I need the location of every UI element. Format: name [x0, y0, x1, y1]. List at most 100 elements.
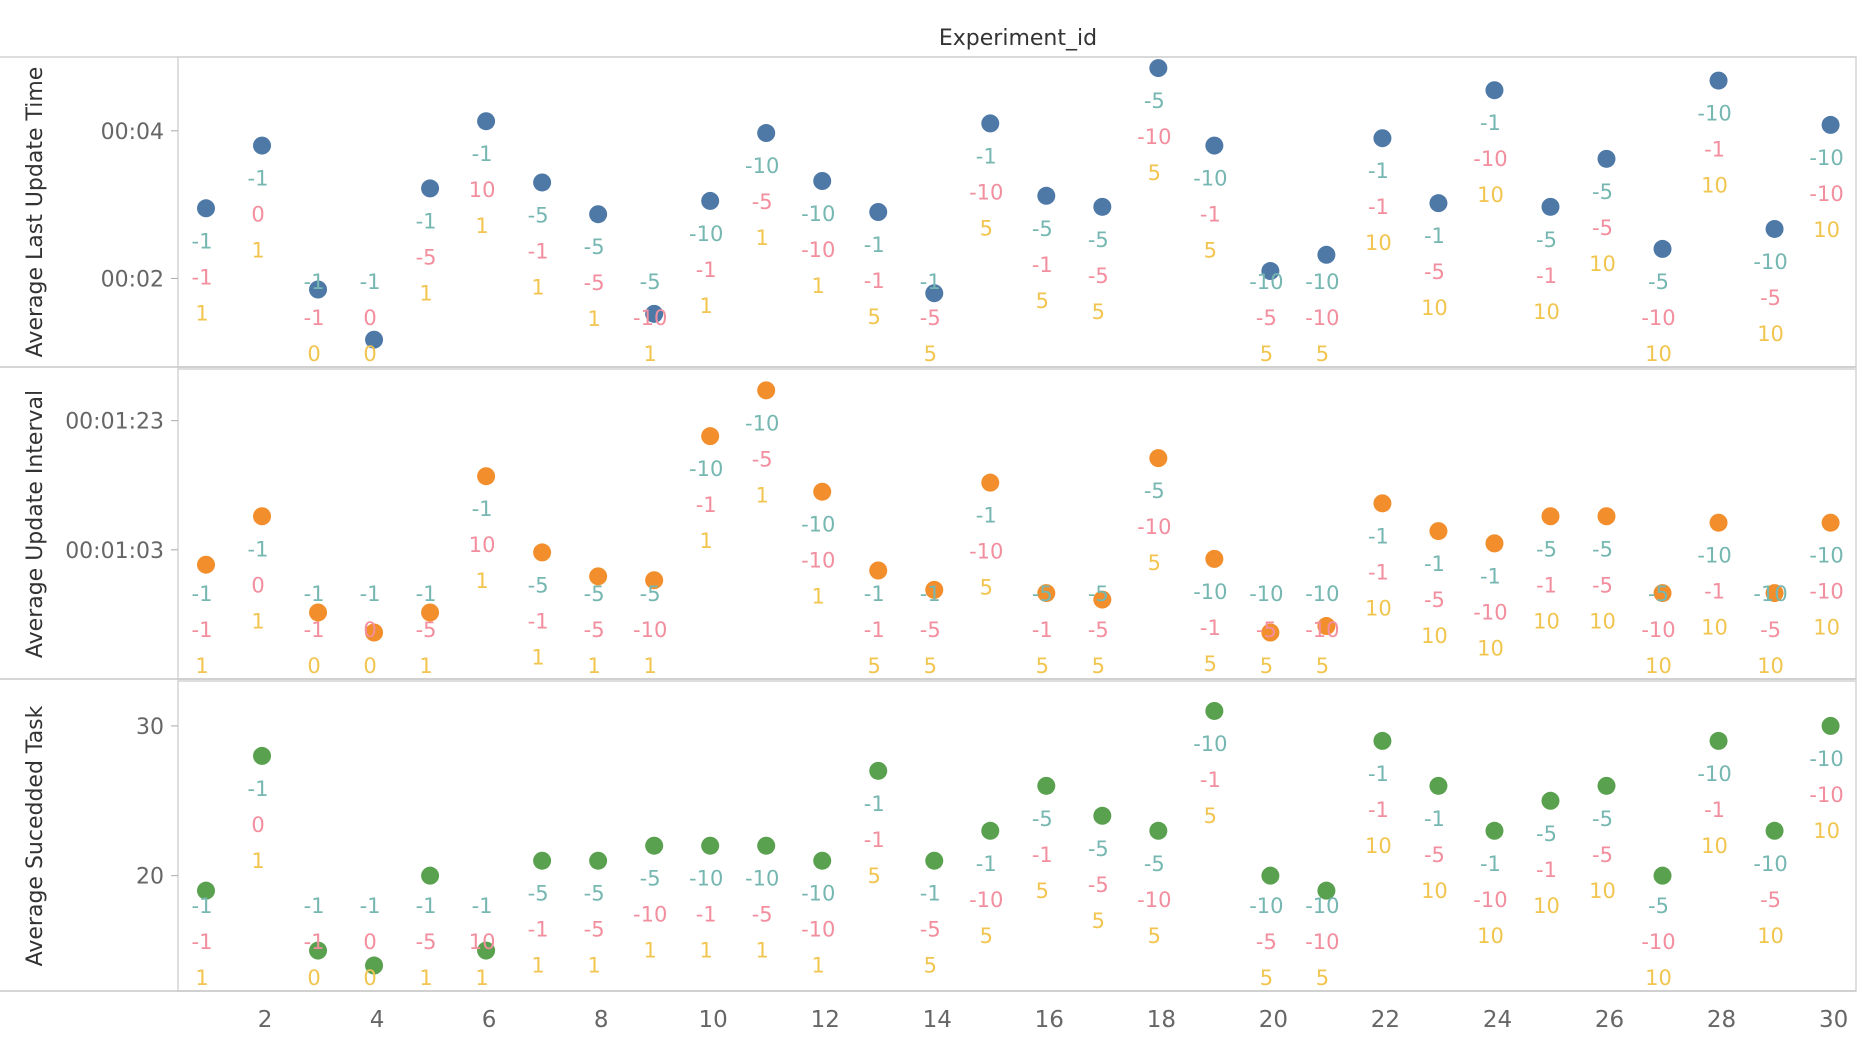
point-label: -5	[1256, 930, 1277, 954]
point-label: -10	[801, 882, 835, 906]
point-label: 5	[924, 654, 937, 678]
point-label: 1	[195, 966, 208, 990]
data-point	[197, 881, 215, 900]
point-label: -1	[864, 618, 885, 642]
point-label: 5	[1092, 654, 1105, 678]
x-tick-label: 22	[1371, 1007, 1400, 1033]
data-point	[1709, 71, 1728, 90]
data-point	[1037, 186, 1056, 205]
data-point	[757, 836, 776, 855]
point-label: -5	[584, 582, 605, 606]
x-tick-label: 26	[1595, 1007, 1624, 1033]
data-point	[1149, 59, 1168, 78]
point-label: -1	[360, 582, 381, 606]
point-label: 5	[1204, 652, 1217, 676]
point-label: 1	[756, 226, 769, 250]
data-point	[253, 507, 272, 526]
point-label: 1	[531, 275, 544, 299]
point-label: 5	[924, 954, 937, 978]
point-label: -1	[1368, 159, 1389, 183]
point-label: 10	[1533, 609, 1560, 633]
point-label: -5	[1032, 807, 1053, 831]
x-tick-label: 2	[258, 1007, 273, 1033]
point-label: -10	[1697, 762, 1731, 786]
point-label: -1	[528, 239, 549, 263]
point-label: -5	[1592, 537, 1613, 561]
point-label: -5	[1592, 180, 1613, 204]
point-label: 1	[643, 342, 656, 366]
point-label: -5	[1648, 582, 1669, 606]
point-label: 10	[1645, 342, 1672, 366]
point-label: 10	[1533, 300, 1560, 324]
point-label: -10	[745, 411, 779, 435]
data-point	[1709, 731, 1728, 750]
data-point	[589, 567, 608, 586]
point-label: -1	[864, 828, 885, 852]
data-point	[645, 836, 664, 855]
data-point	[1429, 194, 1448, 213]
data-point	[1597, 776, 1616, 795]
point-label: 10	[1813, 819, 1840, 843]
point-label: -1	[1704, 138, 1725, 162]
point-label: 1	[812, 954, 825, 978]
point-label: 5	[1148, 161, 1161, 185]
point-label: -5	[1088, 582, 1109, 606]
point-label: 10	[1645, 654, 1672, 678]
point-label: -10	[1809, 747, 1843, 771]
point-label: -1	[192, 265, 213, 289]
data-point	[253, 746, 272, 765]
point-label: -1	[920, 582, 941, 606]
data-point	[645, 304, 664, 323]
point-label: -10	[1809, 544, 1843, 568]
point-label: -1	[1368, 195, 1389, 219]
data-point	[1821, 115, 1840, 134]
data-point	[813, 851, 832, 870]
point-label: 5	[980, 576, 993, 600]
point-label: -5	[752, 447, 773, 471]
point-label: 1	[756, 483, 769, 507]
point-label: -10	[1473, 600, 1507, 624]
data-point	[1541, 791, 1560, 810]
data-point	[1765, 821, 1784, 840]
point-label: -10	[1305, 582, 1339, 606]
point-label: -10	[1137, 515, 1171, 539]
x-tick-label: 14	[923, 1007, 952, 1033]
point-label: -10	[1305, 930, 1339, 954]
point-label: 0	[307, 966, 320, 990]
point-label: 10	[1477, 636, 1504, 660]
point-label: -10	[1137, 125, 1171, 149]
point-label: -5	[1536, 822, 1557, 846]
point-label: 10	[1421, 879, 1448, 903]
point-label: -1	[304, 894, 325, 918]
x-tick-label: 30	[1819, 1007, 1848, 1033]
point-label: -1	[1200, 768, 1221, 792]
point-label: -5	[1424, 843, 1445, 867]
point-label: -5	[584, 271, 605, 295]
point-label: -10	[745, 867, 779, 891]
data-point	[869, 761, 888, 780]
point-label: 10	[1477, 183, 1504, 207]
point-label: -5	[640, 270, 661, 294]
data-point	[1429, 522, 1448, 541]
data-point	[1261, 623, 1280, 642]
point-label: 1	[699, 294, 712, 318]
point-label: 5	[1036, 289, 1049, 313]
point-label: -10	[1641, 306, 1675, 330]
point-label: -1	[248, 537, 269, 561]
point-label: -1	[1424, 552, 1445, 576]
data-point	[701, 427, 720, 446]
data-point	[589, 205, 608, 224]
point-label: 5	[1092, 909, 1105, 933]
point-label: 1	[419, 281, 432, 305]
point-label: -5	[1648, 270, 1669, 294]
point-label: -1	[304, 582, 325, 606]
point-label: -1	[416, 582, 437, 606]
y-tick-label: 00:04	[101, 120, 164, 145]
point-label: -10	[969, 180, 1003, 204]
panel-1: Average Last Update Time 00:02 00:04 -1 -1 1 -…	[0, 56, 1857, 368]
point-label: -10	[1249, 582, 1283, 606]
point-label: 10	[1589, 252, 1616, 276]
point-label: 5	[1316, 966, 1329, 990]
panels: Average Last Update Time 00:02 00:04 -1 -1 1 -…	[0, 56, 1857, 992]
point-label: 10	[1533, 894, 1560, 918]
